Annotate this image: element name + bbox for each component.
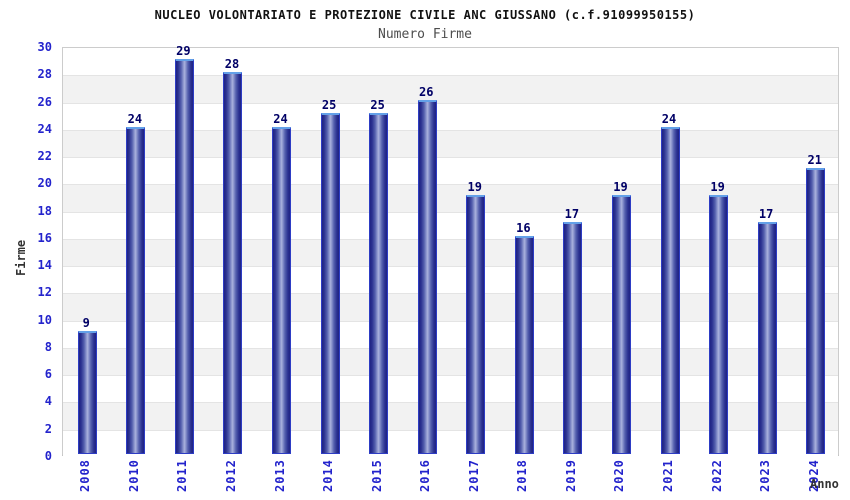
gridline (63, 184, 838, 186)
y-tick-label: 26 (37, 94, 52, 109)
y-tick-label: 6 (44, 367, 52, 382)
x-tick-label: 2019 (563, 459, 578, 492)
gridline (63, 347, 838, 349)
x-tick-label: 2023 (758, 459, 773, 492)
bar-value-label: 19 (467, 179, 482, 194)
gridline (63, 320, 838, 322)
x-tick-label: 2022 (709, 459, 724, 492)
bar-value-label: 24 (661, 111, 677, 126)
gridline (63, 211, 838, 213)
y-tick-label: 20 (37, 176, 52, 191)
bar-value-label: 17 (564, 207, 580, 222)
y-tick-label: 10 (37, 312, 52, 327)
bar-value-label: 28 (224, 57, 240, 72)
bar-value-label: 26 (418, 84, 434, 99)
bar-value-label: 21 (807, 152, 822, 167)
gridline (63, 129, 838, 131)
bar (417, 99, 437, 454)
y-tick-label: 2 (44, 421, 52, 436)
gridline (63, 293, 838, 295)
plot-area (62, 47, 839, 457)
bar (126, 126, 146, 454)
y-tick-label: 28 (37, 67, 52, 82)
x-tick-label: 2012 (223, 459, 238, 492)
x-tick-label: 2014 (321, 459, 336, 492)
x-tick-label: 2013 (272, 459, 287, 492)
bar-value-label: 25 (321, 98, 337, 113)
gridline (63, 157, 838, 159)
bar-value-label: 16 (516, 220, 531, 235)
x-tick-label: 2008 (78, 459, 93, 492)
bar-value-label: 24 (127, 111, 143, 126)
bar-value-label: 19 (613, 179, 628, 194)
y-tick-label: 14 (37, 258, 52, 273)
x-tick-label: 2018 (515, 459, 530, 492)
bar (174, 58, 194, 454)
gridline (63, 266, 838, 268)
x-tick-label: 2015 (369, 459, 384, 492)
bar (223, 72, 243, 454)
y-tick-label: 30 (37, 40, 52, 54)
gridline (63, 238, 838, 240)
bar (660, 126, 680, 454)
bar-value-label: 19 (710, 179, 725, 194)
bar (272, 126, 292, 454)
gridline (63, 102, 838, 104)
x-tick-label: 2021 (661, 459, 676, 492)
x-tick-label: 2011 (175, 459, 190, 492)
y-tick-label: 8 (44, 339, 52, 354)
gridline (63, 429, 838, 431)
y-tick-label: 16 (37, 230, 52, 245)
bar (466, 194, 486, 454)
bar-value-label: 17 (758, 207, 774, 222)
bar-value-label: 9 (82, 316, 90, 331)
y-tick-label: 24 (37, 121, 52, 136)
bar-value-label: 24 (273, 111, 288, 126)
bar (563, 222, 583, 454)
bar (77, 331, 97, 454)
bar (320, 113, 340, 454)
y-tick-label: 12 (37, 285, 52, 300)
x-tick-label: 2020 (612, 459, 627, 492)
y-tick-label: 4 (44, 394, 52, 409)
bar-value-label: 25 (370, 98, 385, 113)
x-tick-label: 2010 (126, 459, 141, 492)
y-tick-label: 0 (44, 449, 52, 463)
bar (757, 222, 777, 454)
bar (611, 194, 631, 454)
x-tick-label: 2016 (418, 459, 433, 492)
y-tick-label: 22 (37, 149, 52, 164)
bar-value-label: 29 (176, 43, 191, 58)
bar (369, 113, 389, 454)
chart-subtitle: Numero Firme (378, 27, 472, 42)
gridline (63, 402, 838, 404)
y-axis-title: Firme (14, 239, 28, 276)
bar (806, 167, 826, 454)
chart-title: NUCLEO VOLONTARIATO E PROTEZIONE CIVILE … (154, 8, 696, 22)
gridline (63, 375, 838, 377)
x-axis-title: Anno (810, 477, 839, 491)
x-tick-label: 2017 (466, 459, 481, 492)
bar (709, 194, 729, 454)
gridline (63, 75, 838, 77)
y-tick-label: 18 (37, 203, 52, 218)
bar (514, 235, 534, 454)
